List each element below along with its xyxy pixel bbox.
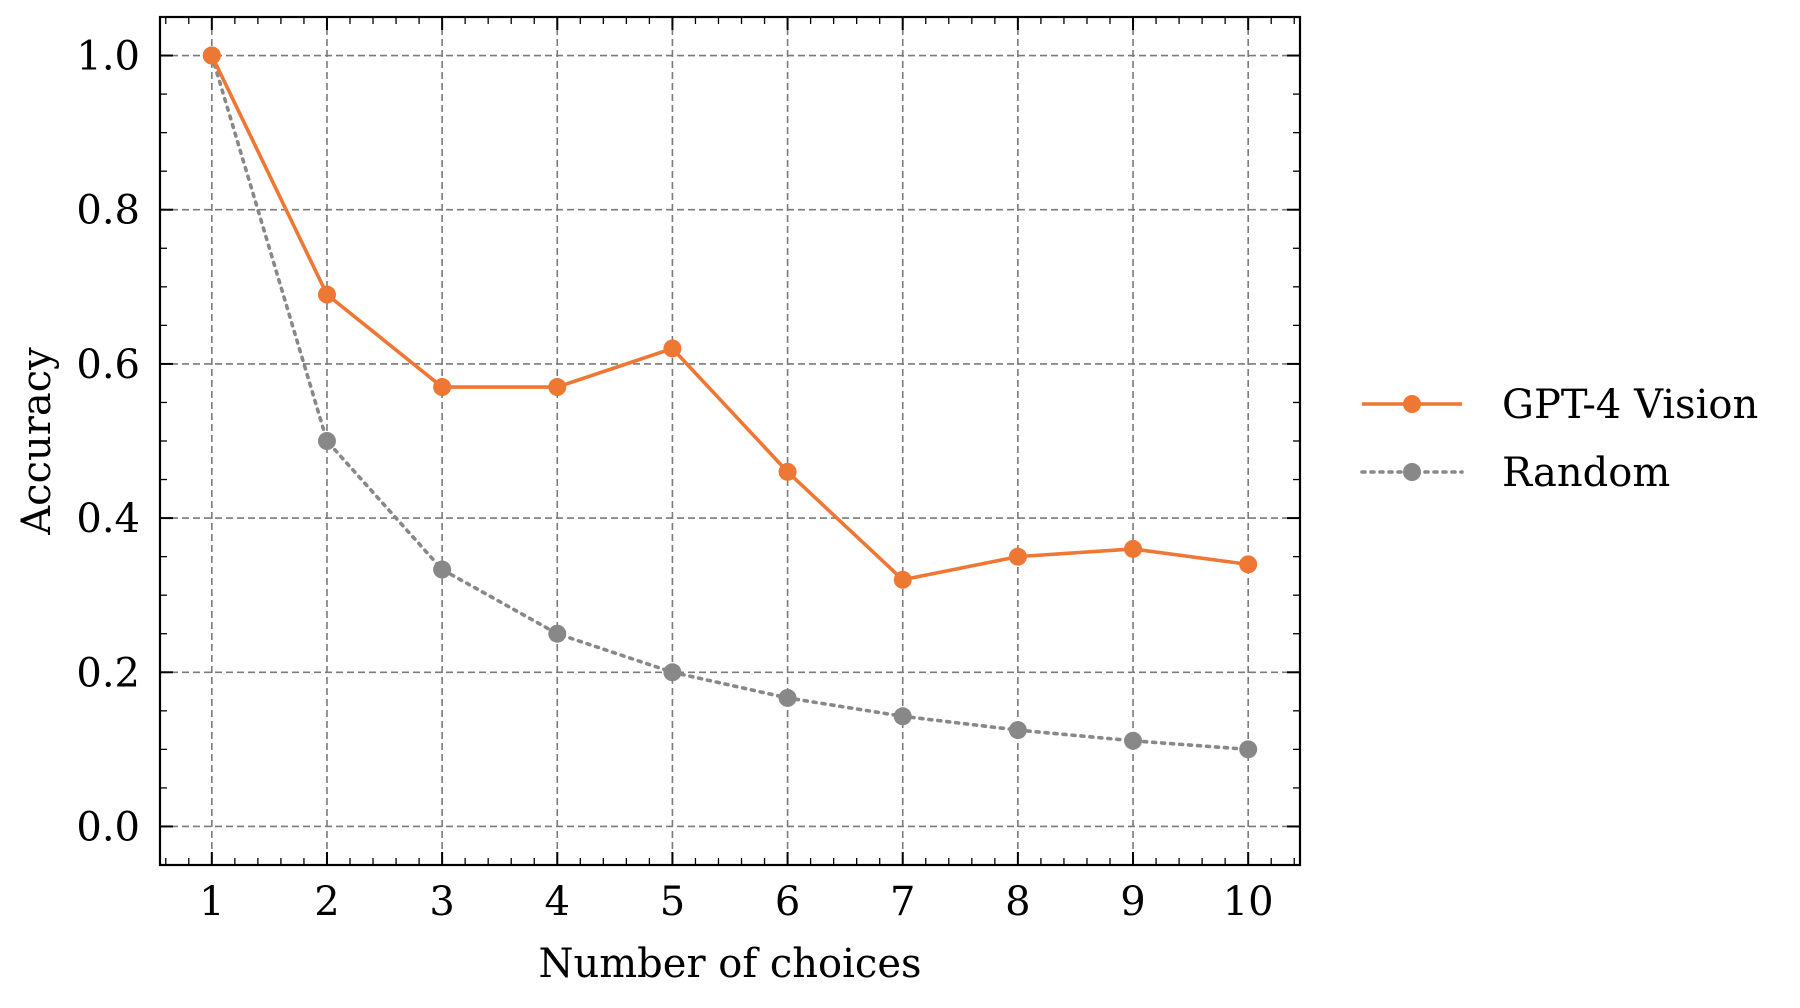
x-tick-label-4: 4 bbox=[545, 879, 570, 925]
data-point-random-8 bbox=[1008, 721, 1027, 740]
data-point-random-10 bbox=[1239, 740, 1258, 759]
x-tick-label-10: 10 bbox=[1223, 879, 1274, 925]
series-line-gpt-4-vision bbox=[210, 54, 1249, 582]
y-tick-label-0.8: 0.8 bbox=[76, 188, 140, 234]
x-tick-label-9: 9 bbox=[1120, 879, 1145, 925]
series-line-random bbox=[210, 53, 1250, 752]
major-ticks bbox=[160, 17, 1300, 865]
y-tick-label-0.0: 0.0 bbox=[76, 804, 140, 850]
legend-marker-random bbox=[1403, 463, 1421, 481]
data-point-random-7 bbox=[893, 707, 912, 726]
series-random bbox=[202, 46, 1258, 759]
data-point-gpt-4-vision-1 bbox=[202, 46, 221, 65]
data-point-gpt-4-vision-6 bbox=[778, 462, 797, 481]
legend-label-random: Random bbox=[1502, 450, 1670, 496]
data-point-gpt-4-vision-3 bbox=[433, 378, 452, 397]
data-point-gpt-4-vision-2 bbox=[317, 285, 336, 304]
x-tick-label-6: 6 bbox=[775, 879, 800, 925]
x-axis-label: Number of choices bbox=[538, 941, 921, 987]
legend-label-gpt4v: GPT-4 Vision bbox=[1502, 382, 1758, 428]
legend: GPT-4 Vision Random bbox=[1360, 382, 1758, 496]
data-point-gpt-4-vision-8 bbox=[1008, 547, 1027, 566]
data-point-gpt-4-vision-10 bbox=[1239, 555, 1258, 574]
data-point-random-6 bbox=[778, 688, 797, 707]
data-point-gpt-4-vision-9 bbox=[1124, 539, 1143, 558]
legend-item-random: Random bbox=[1360, 450, 1670, 496]
x-tick-label-8: 8 bbox=[1005, 879, 1030, 925]
data-point-gpt-4-vision-7 bbox=[893, 570, 912, 589]
data-point-random-9 bbox=[1124, 731, 1143, 750]
data-point-random-5 bbox=[663, 663, 682, 682]
x-tick-labels: 1 2 3 4 5 6 7 8 9 10 bbox=[199, 879, 1274, 925]
series-group bbox=[202, 46, 1258, 759]
x-tick-label-1: 1 bbox=[199, 879, 224, 925]
x-tick-label-3: 3 bbox=[429, 879, 454, 925]
data-point-random-4 bbox=[548, 624, 567, 643]
x-tick-label-5: 5 bbox=[660, 879, 685, 925]
y-tick-label-1.0: 1.0 bbox=[76, 34, 140, 80]
y-tick-labels: 0.0 0.2 0.4 0.6 0.8 1.0 bbox=[76, 34, 140, 851]
x-tick-label-7: 7 bbox=[890, 879, 915, 925]
x-tick-label-2: 2 bbox=[314, 879, 339, 925]
plot-frame bbox=[158, 15, 1302, 867]
y-axis-label: Accuracy bbox=[14, 347, 60, 536]
data-point-random-3 bbox=[433, 560, 452, 579]
series-gpt-4-vision bbox=[202, 46, 1258, 589]
legend-marker-gpt4v bbox=[1403, 395, 1421, 413]
legend-item-gpt4v: GPT-4 Vision bbox=[1362, 382, 1758, 428]
data-point-gpt-4-vision-4 bbox=[548, 378, 567, 397]
y-tick-label-0.6: 0.6 bbox=[76, 342, 140, 388]
y-tick-label-0.4: 0.4 bbox=[76, 496, 140, 542]
data-point-gpt-4-vision-5 bbox=[663, 339, 682, 358]
data-point-random-2 bbox=[317, 432, 336, 450]
y-tick-label-0.2: 0.2 bbox=[76, 650, 140, 696]
